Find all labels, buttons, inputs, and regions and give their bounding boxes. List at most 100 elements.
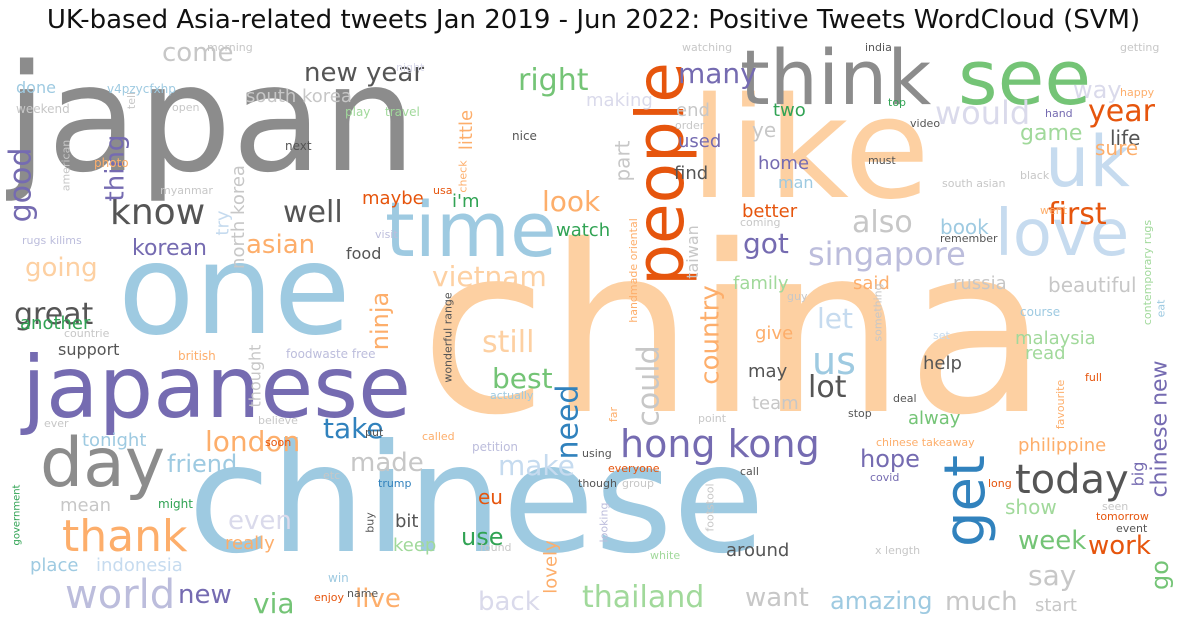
word-love: love: [995, 197, 1130, 271]
word-looking: looking: [597, 503, 610, 543]
word-though: though: [578, 477, 617, 490]
word-favourite: favourite: [1053, 379, 1067, 430]
word-see: see: [958, 40, 1092, 122]
word-man: man: [778, 173, 814, 192]
word-guy: guy: [787, 290, 808, 303]
word-say: say: [1028, 559, 1077, 592]
word-sure: sure: [1095, 136, 1139, 160]
word-know: know: [110, 192, 206, 233]
word-thailand: thailand: [582, 580, 705, 615]
word-read: read: [1025, 343, 1066, 364]
word-singapore: singapore: [808, 235, 966, 273]
word-help: help: [923, 353, 962, 374]
word-long: long: [988, 477, 1012, 490]
word-new: new: [178, 580, 232, 610]
word-two: two: [773, 100, 806, 121]
word-covid: covid: [870, 471, 900, 484]
word-check: check: [457, 160, 470, 193]
word-russia: russia: [953, 273, 1007, 294]
word-another: another: [20, 313, 91, 334]
word-thought: thought: [244, 344, 264, 408]
word-friend: friend: [167, 450, 238, 478]
word-indonesia: indonesia: [96, 555, 183, 576]
word-remember: remember: [940, 232, 998, 245]
word-thank: thank: [62, 511, 188, 562]
word-day: day: [40, 424, 166, 503]
word-mean: mean: [60, 495, 112, 516]
word-start: start: [1035, 595, 1077, 616]
word-take: take: [323, 412, 384, 445]
word-part: part: [610, 139, 635, 182]
word-deal: deal: [893, 392, 917, 405]
word-watching: watching: [682, 41, 733, 54]
word-government: government: [11, 485, 22, 546]
word-year: year: [1088, 94, 1155, 129]
word-world: world: [65, 572, 176, 618]
word-visit: visit: [375, 228, 398, 241]
word-next: next: [285, 139, 312, 153]
word-game: game: [1020, 121, 1083, 146]
word-week: week: [1018, 526, 1087, 556]
word-chinese-takeaway: chinese takeaway: [876, 436, 975, 449]
word-nice: nice: [512, 129, 537, 143]
word-team: team: [752, 393, 799, 414]
word-also: also: [852, 205, 913, 240]
word-watch: watch: [556, 220, 611, 241]
word-everyone: everyone: [608, 462, 660, 475]
word-travel: travel: [385, 105, 420, 119]
word-set: set: [933, 329, 950, 342]
word-go: go: [1145, 559, 1174, 590]
word-use: use: [461, 523, 504, 551]
word-family: family: [733, 273, 789, 294]
word-soon: soon: [265, 436, 292, 449]
word-american: american: [59, 140, 72, 192]
word-first: first: [1048, 197, 1107, 232]
word-full: full: [1085, 371, 1102, 384]
word-done: done: [16, 78, 56, 97]
word-used: used: [678, 131, 722, 152]
word-try: try: [213, 210, 234, 236]
word-actually: actually: [490, 389, 534, 402]
word-foodwaste-free: foodwaste free: [286, 347, 376, 361]
word-lovely: lovely: [541, 540, 562, 594]
word-white: white: [650, 549, 681, 562]
word-using: using: [582, 447, 612, 460]
word-would: would: [935, 94, 1031, 132]
word-come: come: [162, 40, 234, 68]
word-footstool: footstool: [704, 483, 717, 532]
word-give: give: [755, 323, 794, 344]
word-might: might: [158, 497, 193, 511]
word-must: must: [868, 154, 896, 167]
word-little: little: [455, 109, 477, 151]
word-tonight: tonight: [82, 430, 147, 451]
word-japan: japan: [6, 40, 417, 205]
word-many: many: [678, 57, 757, 90]
word-ye: ye: [752, 118, 777, 142]
word-group: group: [622, 477, 654, 490]
word-book: book: [940, 215, 989, 239]
word-x-length: x length: [875, 544, 921, 557]
word-live: live: [355, 584, 401, 614]
word-even: even: [228, 506, 292, 536]
word-home: home: [758, 153, 810, 174]
word-far: far: [606, 406, 620, 423]
word-place: place: [30, 555, 79, 576]
word-asian: asian: [246, 230, 316, 260]
word-getting: getting: [1120, 41, 1160, 54]
word-way: way: [1073, 76, 1122, 104]
word-big: big: [1127, 461, 1147, 487]
word-really: really: [225, 533, 275, 554]
word-may: may: [748, 361, 788, 382]
word-eu: eu: [478, 485, 503, 509]
word-lot: lot: [808, 370, 847, 405]
word-life: life: [1110, 126, 1141, 150]
word-right: right: [518, 63, 589, 98]
word-back: back: [478, 587, 540, 617]
word-amazing: amazing: [830, 587, 933, 615]
word-london: london: [205, 425, 301, 458]
word-cloud: japan china chinese one like japanese think see…: [6, 40, 1181, 625]
word-buy: buy: [364, 512, 377, 533]
word-win: win: [328, 571, 349, 585]
word-taiwan: taiwan: [683, 225, 702, 279]
word-photo: photo: [94, 156, 129, 170]
